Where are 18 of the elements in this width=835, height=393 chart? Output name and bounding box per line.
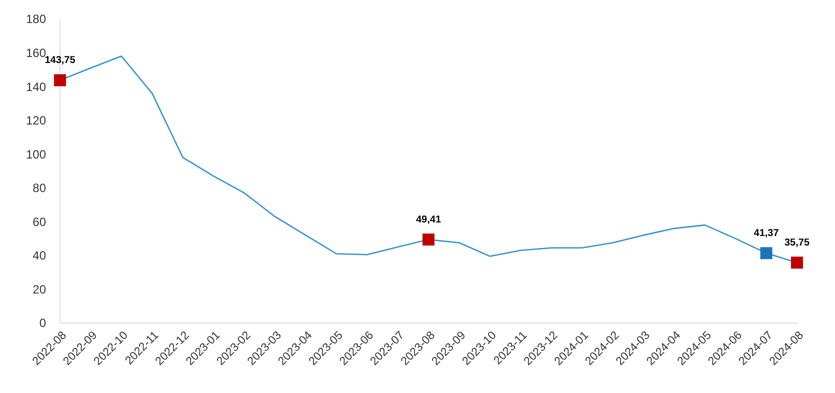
y-tick-label: 20: [32, 282, 46, 296]
y-tick-label: 160: [26, 46, 46, 60]
y-tick-label: 0: [39, 316, 46, 330]
data-label: 49,41: [416, 214, 442, 226]
point: [791, 256, 803, 269]
data-label: 41,37: [754, 228, 780, 240]
y-tick-label: 140: [26, 80, 46, 94]
y-tick-label: 40: [32, 248, 46, 263]
y-tick-label: 60: [32, 214, 46, 229]
data-label: 35,75: [784, 238, 810, 249]
point: [422, 234, 434, 246]
y-tick-label: 80: [32, 181, 46, 196]
point: [760, 247, 772, 260]
y-tick-label: 100: [26, 147, 46, 162]
y-tick-label: 180: [26, 12, 46, 26]
y-tick-label: 120: [26, 114, 46, 128]
data-label: 143,75: [44, 55, 76, 66]
point: [54, 74, 66, 86]
